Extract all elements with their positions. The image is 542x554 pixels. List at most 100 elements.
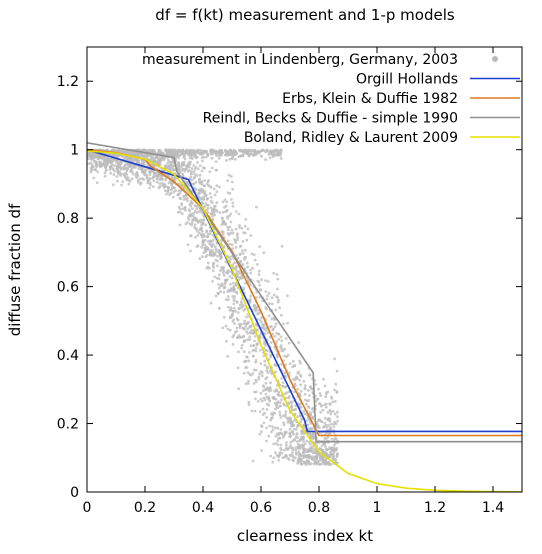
measurement-point (229, 231, 233, 235)
measurement-point (204, 155, 208, 159)
measurement-point (244, 325, 248, 328)
measurement-point (137, 167, 141, 171)
measurement-point (228, 242, 232, 246)
measurement-point (103, 174, 107, 178)
measurement-point (136, 158, 140, 162)
measurement-point (312, 448, 316, 451)
measurement-point (211, 148, 215, 152)
measurement-point (123, 151, 127, 155)
measurement-point (242, 309, 246, 312)
measurement-point (143, 160, 147, 164)
measurement-point (205, 266, 209, 270)
measurement-point (280, 377, 283, 380)
measurement-point (253, 307, 257, 311)
measurement-point (294, 448, 297, 452)
measurement-point (254, 323, 258, 326)
measurement-point (203, 205, 207, 208)
measurement-point (205, 230, 209, 234)
legend-label: Orgill Hollands (356, 72, 458, 88)
measurement-point (309, 448, 312, 451)
x-tick-label: 1 (373, 500, 382, 516)
measurement-point (328, 408, 332, 412)
measurement-point (104, 165, 108, 168)
measurement-point (192, 214, 195, 218)
measurement-point (196, 234, 200, 237)
measurement-point (227, 288, 231, 292)
measurement-point (333, 437, 337, 440)
measurement-point (203, 179, 207, 182)
measurement-point (201, 236, 204, 239)
measurement-point (311, 457, 315, 461)
measurement-point (289, 441, 292, 444)
measurement-point (248, 281, 252, 284)
measurement-point (111, 167, 114, 170)
measurement-point (257, 269, 261, 273)
measurement-point (278, 401, 282, 404)
measurement-point (259, 332, 263, 336)
measurement-point (155, 177, 159, 181)
measurement-point (206, 211, 210, 214)
measurement-point (230, 150, 234, 154)
measurement-point (205, 198, 209, 201)
measurement-point (266, 387, 270, 391)
measurement-point (256, 312, 259, 316)
measurement-point (254, 390, 258, 394)
measurement-point (247, 400, 251, 404)
measurement-point (250, 409, 254, 413)
measurement-point (152, 179, 156, 183)
measurement-point (226, 225, 230, 229)
measurement-point (260, 424, 263, 428)
measurement-point (229, 212, 233, 216)
measurement-point (274, 442, 278, 445)
measurement-point (240, 336, 243, 339)
measurement-point (111, 163, 114, 167)
measurement-point (237, 155, 241, 159)
measurement-point (158, 182, 162, 186)
measurement-point (195, 155, 199, 159)
measurement-point (226, 228, 230, 232)
measurement-point (324, 395, 328, 399)
measurement-point (281, 384, 285, 388)
measurement-point (222, 290, 226, 294)
measurement-point (136, 174, 140, 178)
measurement-point (143, 173, 147, 177)
measurement-point (237, 148, 241, 152)
measurement-point (284, 375, 288, 378)
measurement-point (297, 341, 301, 344)
measurement-point (246, 371, 250, 375)
measurement-point (228, 255, 232, 259)
measurement-point (268, 424, 272, 428)
measurement-point (256, 399, 260, 403)
measurement-point (195, 229, 199, 233)
measurement-point (244, 360, 248, 363)
measurement-point (318, 462, 321, 466)
measurement-point (234, 150, 238, 154)
measurement-point (255, 380, 258, 384)
measurement-point (325, 461, 329, 464)
measurement-point (227, 298, 230, 302)
chart-title: df = f(kt) measurement and 1-p models (155, 6, 455, 24)
measurement-point (188, 222, 192, 226)
measurement-point (197, 210, 201, 214)
measurement-point (278, 306, 281, 310)
measurement-point (180, 212, 184, 216)
measurement-point (118, 166, 122, 170)
measurement-point (127, 182, 131, 186)
measurement-point (256, 329, 259, 332)
measurement-point (234, 268, 238, 271)
measurement-point (245, 330, 248, 333)
measurement-point (216, 259, 220, 263)
measurement-point (97, 156, 100, 159)
measurement-point (215, 154, 219, 158)
measurement-point (230, 198, 233, 201)
measurement-point (249, 234, 253, 238)
measurement-point (180, 163, 184, 167)
measurement-point (319, 447, 322, 451)
measurement-point (330, 397, 334, 400)
measurement-point (148, 173, 152, 177)
measurement-point (240, 305, 244, 308)
measurement-point (213, 275, 217, 279)
measurement-point (291, 420, 295, 424)
measurement-point (283, 456, 286, 459)
measurement-point (274, 434, 278, 438)
